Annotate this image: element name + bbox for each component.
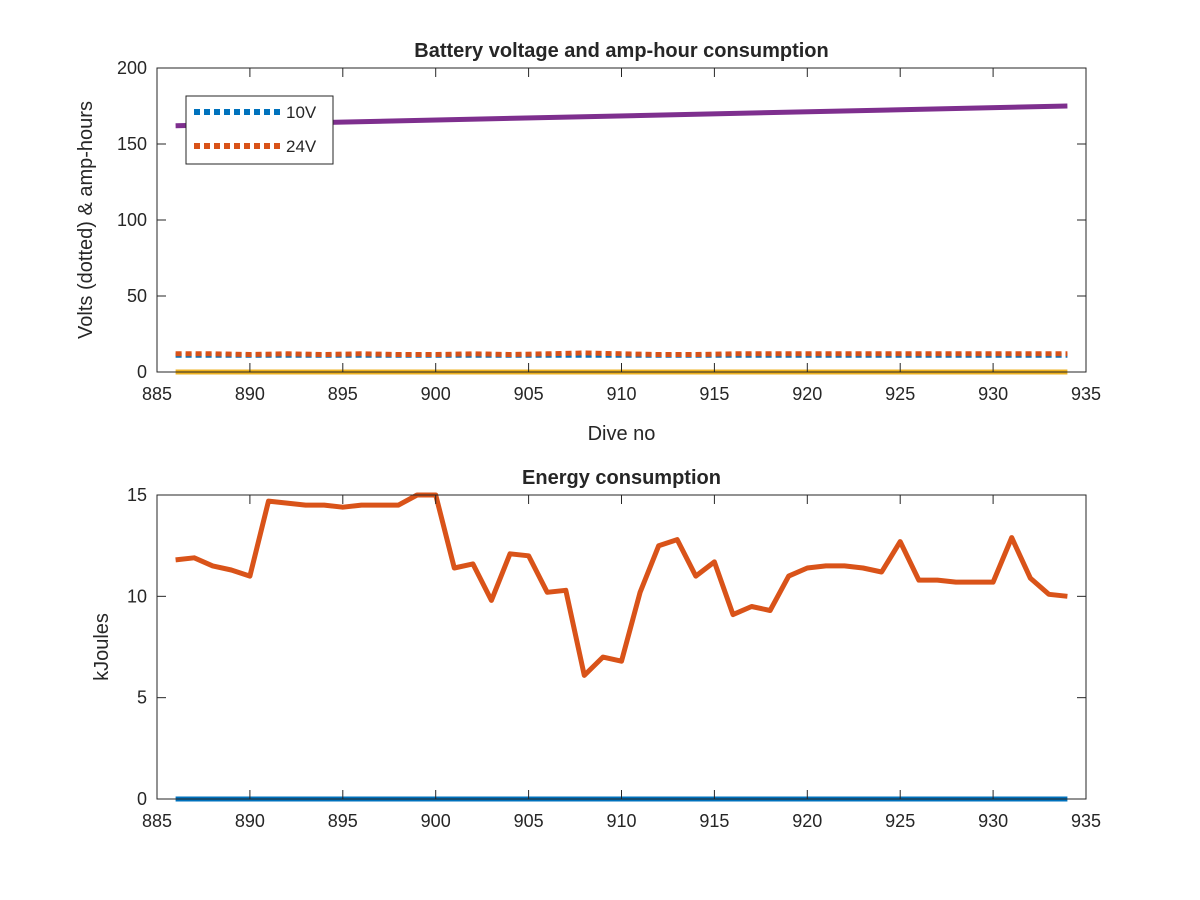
energy-x-tick-label-895: 895	[328, 811, 358, 831]
energy-x-tick-label-910: 910	[606, 811, 636, 831]
energy-x-tick-label-885: 885	[142, 811, 172, 831]
legend: 10V 24V	[185, 95, 334, 165]
energy-x-tick-label-900: 900	[421, 811, 451, 831]
energy-series-1-line	[175, 492, 1068, 678]
voltage-y-tick-label-50: 50	[127, 286, 147, 306]
energy-x-tick-label-905: 905	[514, 811, 544, 831]
energy-y-tick-label-5: 5	[137, 688, 147, 708]
voltage-y-tick-label-0: 0	[137, 362, 147, 382]
voltage-x-tick-label-895: 895	[328, 384, 358, 404]
voltage-x-tick-label-900: 900	[421, 384, 451, 404]
voltage-y-tick-label-200: 200	[117, 58, 147, 78]
voltage-x-tick-label-925: 925	[885, 384, 915, 404]
energy-x-tick-label-935: 935	[1071, 811, 1101, 831]
energy-chart-title: Energy consumption	[522, 467, 721, 489]
energy-x-tick-label-915: 915	[699, 811, 729, 831]
energy-x-tick-label-930: 930	[978, 811, 1008, 831]
energy-x-tick-label-925: 925	[885, 811, 915, 831]
voltage-x-tick-label-935: 935	[1071, 384, 1101, 404]
energy-x-tick-label-920: 920	[792, 811, 822, 831]
voltage-x-axis-label: Dive no	[588, 423, 656, 445]
voltage-y-tick-label-100: 100	[117, 210, 147, 230]
energy-y-tick-label-15: 15	[127, 485, 147, 505]
energy-chart: 885 890 895 900 905 910 915 920 925 930 935051015 …	[91, 467, 1101, 831]
energy-y-tick-label-0: 0	[137, 789, 147, 809]
voltage-x-tick-label-930: 930	[978, 384, 1008, 404]
voltage-y-tick-label-150: 150	[117, 134, 147, 154]
voltage-tick-layer: 885 890 895 900 905 910 915 920 925 930 935 0 50 100 1…	[117, 58, 1101, 404]
energy-x-tick-label-890: 890	[235, 811, 265, 831]
voltage-x-tick-label-890: 890	[235, 384, 265, 404]
voltage-chart-title: Battery voltage and amp-hour consumption	[414, 40, 828, 62]
voltage-x-tick-label-910: 910	[606, 384, 636, 404]
voltage-y-axis-label: Volts (dotted) & amp-hours	[75, 101, 97, 339]
voltage-x-tick-label-885: 885	[142, 384, 172, 404]
legend-box	[185, 95, 334, 165]
voltage-x-tick-label-915: 915	[699, 384, 729, 404]
voltage-x-tick-label-905: 905	[514, 384, 544, 404]
legend-label-10v: 10V	[286, 103, 317, 122]
voltage-x-tick-label-920: 920	[792, 384, 822, 404]
energy-y-tick-label-10: 10	[127, 586, 147, 606]
energy-y-axis-label: kJoules	[91, 613, 113, 681]
legend-label-24v: 24V	[286, 137, 317, 156]
voltage-chart: 885 890 895 900 905 910 915 920 925 930 935 0 50 100 1…	[75, 40, 1101, 445]
energy-tick-layer: 885 890 895 900 905 910 915 920 925 930 935 0 5 10 15	[127, 485, 1101, 831]
voltage-series-24v-line	[175, 350, 1068, 357]
